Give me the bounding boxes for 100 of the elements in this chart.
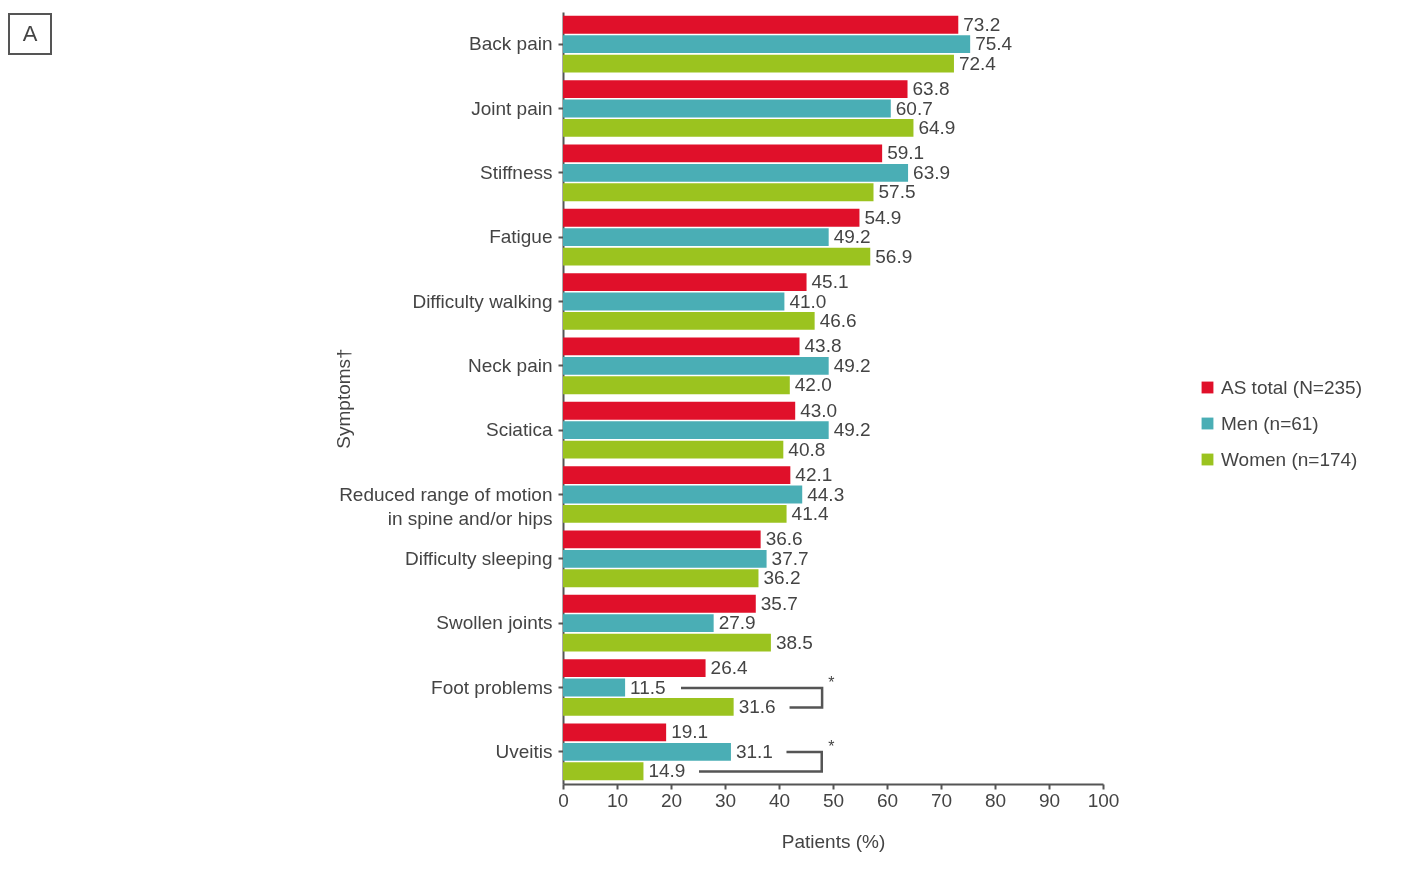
data-label: 44.3 [807, 483, 845, 505]
bar [563, 356, 829, 375]
data-label: 63.9 [913, 161, 951, 183]
data-label: 57.5 [878, 181, 916, 203]
data-label: 37.7 [771, 547, 809, 569]
data-label: 36.2 [763, 567, 801, 589]
y-tick-label: Neck pain [468, 354, 553, 376]
bar [563, 440, 784, 459]
x-tick-label: 90 [1038, 789, 1061, 811]
bar [563, 614, 714, 633]
y-tick-label: Reduced range of motion in spine and/or hips [339, 483, 553, 529]
data-label: 59.1 [887, 142, 925, 164]
data-label: 43.0 [800, 399, 838, 421]
bar [563, 311, 815, 330]
bar [563, 723, 667, 742]
data-label: 14.9 [648, 760, 686, 782]
bar [563, 530, 761, 549]
x-tick-label: 50 [822, 789, 845, 811]
bar [563, 549, 767, 568]
bar [563, 273, 807, 292]
data-label: 49.2 [833, 419, 871, 441]
bar [563, 208, 860, 227]
data-label: 36.6 [765, 528, 803, 550]
y-tick-label: Back pain [469, 33, 553, 55]
data-label: 27.9 [718, 612, 756, 634]
data-label: 72.4 [958, 52, 997, 74]
data-label: 54.9 [864, 206, 902, 228]
y-tick-label: Joint pain [471, 97, 553, 119]
x-tick-label: 40 [768, 789, 791, 811]
y-tick-label: Difficulty walking [412, 290, 553, 312]
bar [563, 376, 790, 395]
legend-label: Women (n=174) [1221, 448, 1358, 470]
data-label: 35.7 [760, 592, 798, 614]
data-label: 42.1 [795, 464, 833, 486]
bar [563, 80, 908, 99]
data-label: 60.7 [895, 97, 933, 119]
data-label: 31.1 [735, 740, 773, 762]
data-label: 31.6 [738, 695, 776, 717]
bar [563, 183, 874, 202]
y-axis-title: Symptoms† [332, 348, 354, 449]
bar [563, 421, 829, 440]
bar [563, 633, 771, 652]
x-tick-label: 10 [606, 789, 629, 811]
x-tick-label: 60 [876, 789, 899, 811]
data-label: 49.2 [833, 354, 871, 376]
data-label: 43.8 [804, 335, 842, 357]
y-tick-label: Sciatica [485, 419, 553, 441]
y-tick-label: Stiffness [479, 161, 553, 183]
x-axis-title: Patients (%) [781, 830, 886, 852]
y-tick-label: Difficulty sleeping [404, 547, 553, 569]
bar [563, 247, 871, 266]
data-label: 56.9 [875, 245, 913, 267]
bar [563, 594, 756, 613]
y-tick-label: Uveitis [495, 740, 553, 762]
data-label: 40.8 [788, 438, 826, 460]
bar [563, 504, 787, 523]
data-label: 73.2 [963, 13, 1001, 35]
data-label: 49.2 [833, 226, 871, 248]
data-label: 63.8 [912, 78, 950, 100]
annotation: * [828, 673, 835, 692]
bar [563, 99, 891, 118]
bar [563, 163, 909, 182]
data-label: 42.0 [794, 374, 832, 396]
bar [563, 659, 706, 678]
y-tick-label: Swollen joints [436, 612, 553, 634]
data-label: 11.5 [630, 676, 666, 698]
bar [563, 228, 829, 247]
bar [563, 401, 796, 420]
text: A [8, 13, 52, 55]
bar [563, 762, 644, 781]
x-tick-label: 100 [1087, 789, 1120, 811]
data-label: 41.4 [791, 502, 829, 524]
bar [563, 485, 803, 504]
bar [563, 292, 785, 311]
bar [563, 678, 626, 697]
bar [563, 54, 954, 73]
bar [563, 35, 971, 54]
bar [563, 337, 800, 356]
x-tick-label: 80 [984, 789, 1007, 811]
x-tick-label: 20 [660, 789, 683, 811]
y-tick-label: Foot problems [431, 676, 553, 698]
data-label: 26.4 [710, 657, 748, 679]
bar [563, 466, 791, 485]
data-label: 45.1 [811, 271, 849, 293]
bar [563, 742, 731, 761]
x-tick-label: 30 [714, 789, 737, 811]
annotation: * [828, 737, 835, 756]
y-tick-label: Fatigue [489, 226, 553, 248]
bar [563, 15, 959, 34]
data-label: 75.4 [975, 33, 1013, 55]
legend-label: Men (n=61) [1221, 412, 1319, 434]
x-tick-label: 0 [558, 789, 569, 811]
data-label: 41.0 [789, 290, 827, 312]
data-label: 64.9 [918, 116, 956, 138]
bar [563, 697, 734, 716]
bar [563, 144, 883, 163]
bar [563, 118, 914, 137]
bar [563, 569, 759, 588]
legend-label: AS total (N=235) [1221, 376, 1362, 398]
data-label: 19.1 [671, 721, 709, 743]
